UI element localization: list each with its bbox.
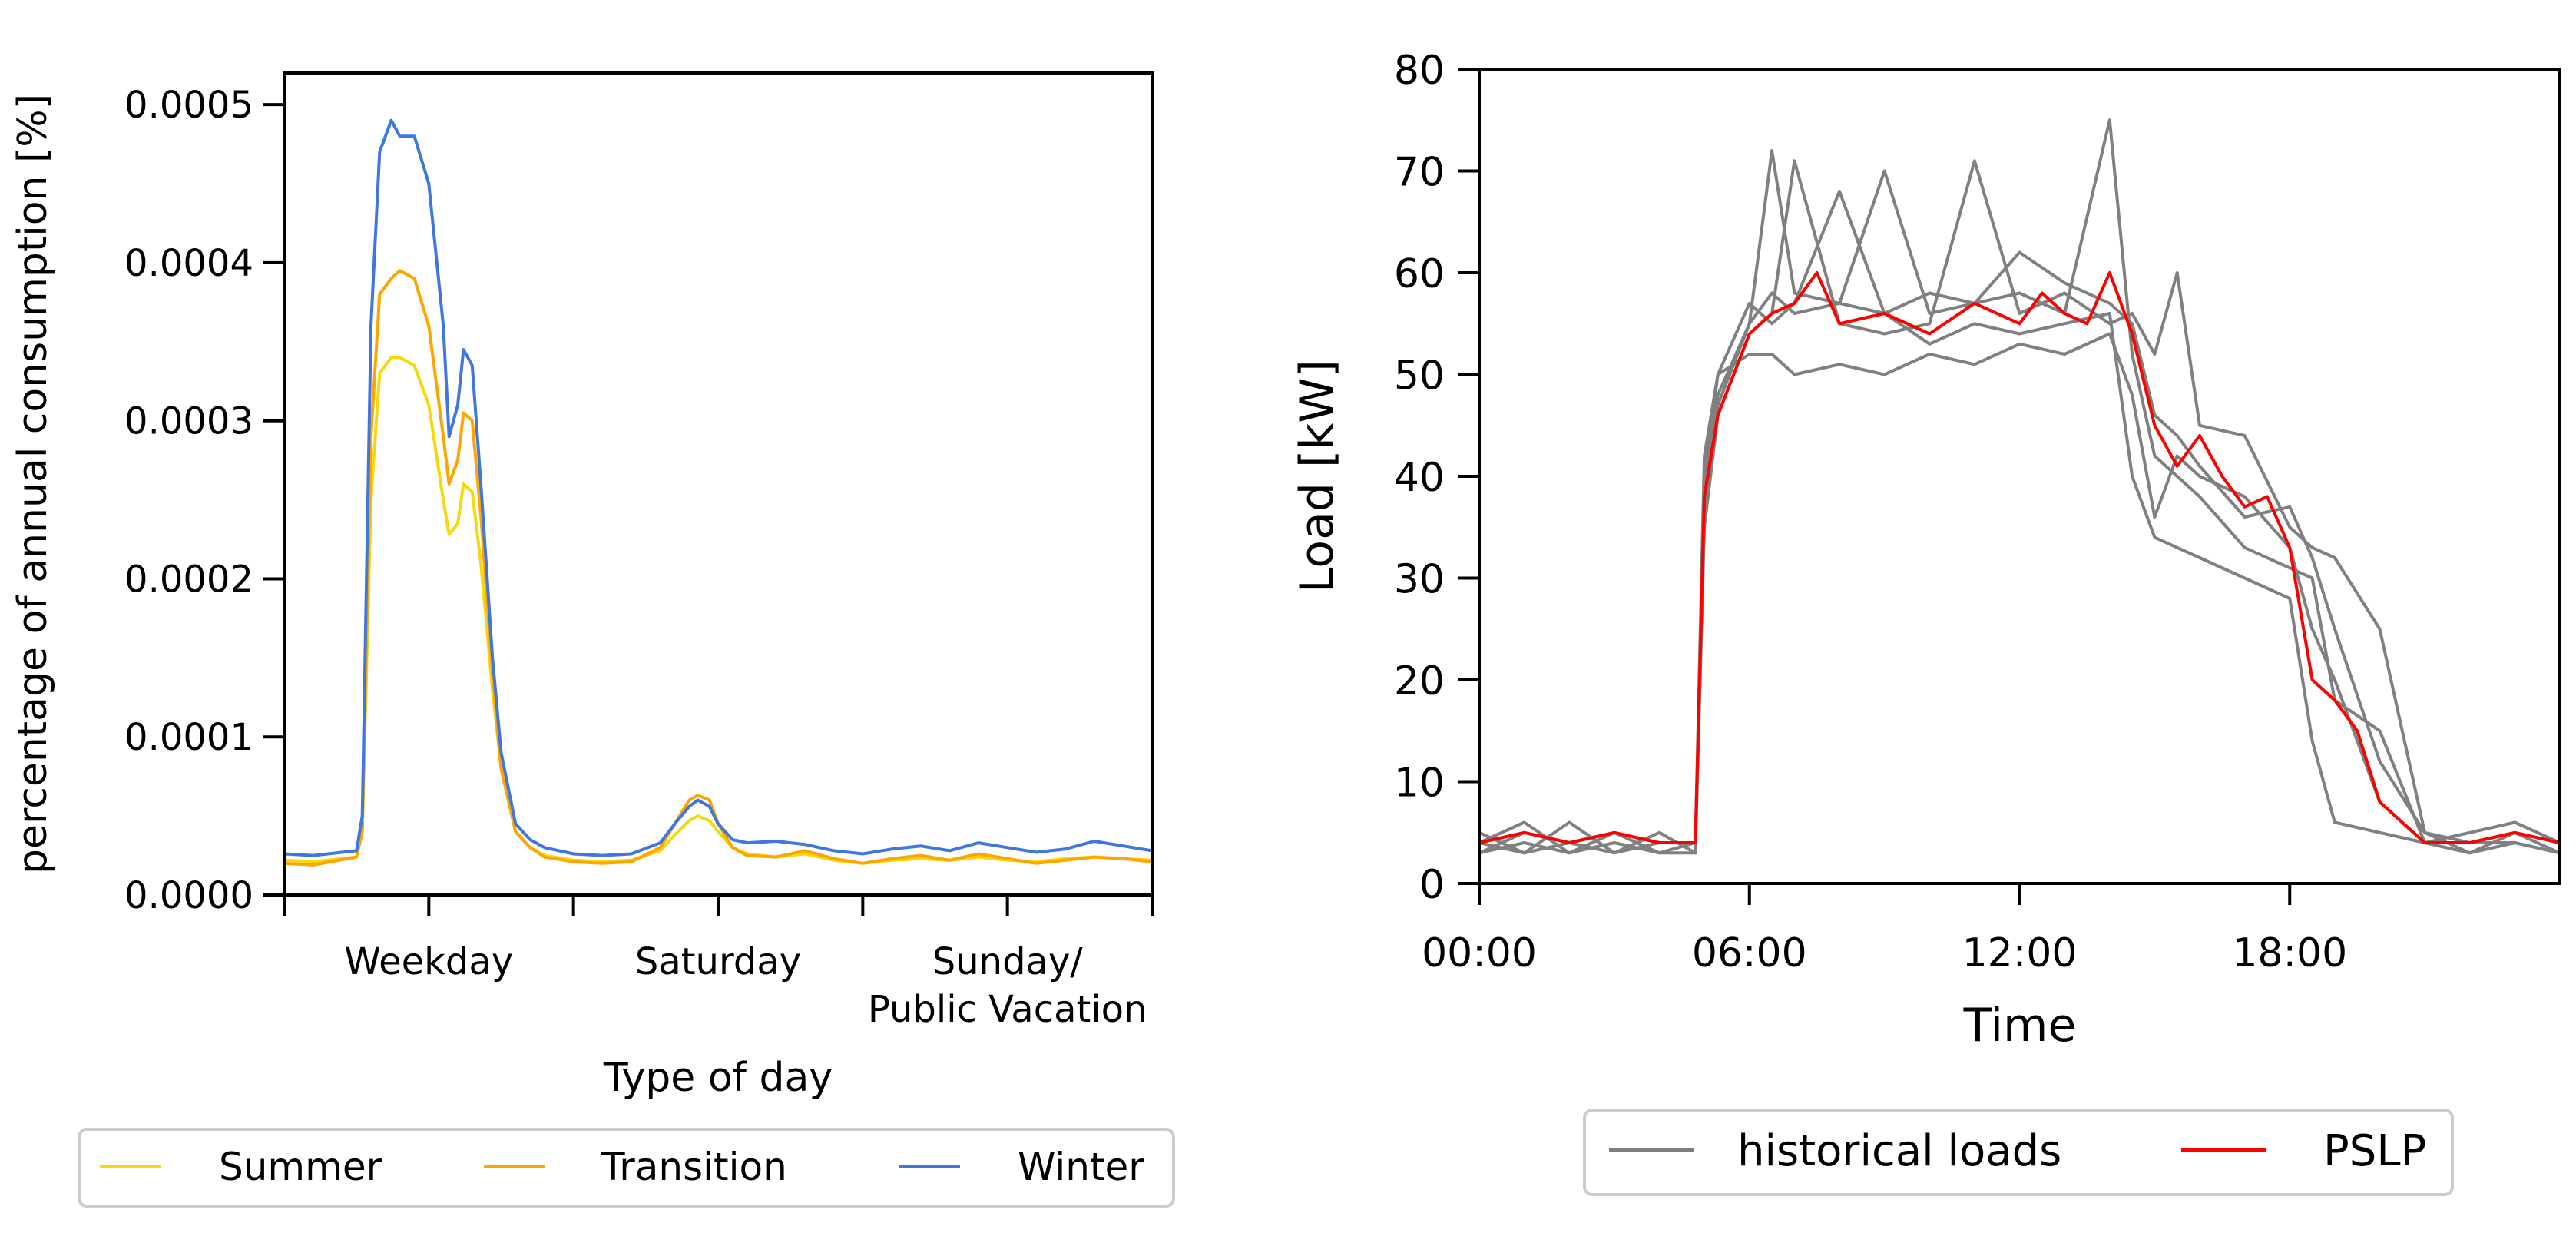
right-x-ticks: 00:00 06:00 12:00 18:00 bbox=[1422, 883, 2347, 976]
legend-label-historical-loads: historical loads bbox=[1737, 1126, 2061, 1176]
right-y-axis-label: Load [kW] bbox=[1290, 360, 1344, 593]
right-y-ticks: 0 10 20 30 40 50 60 70 80 bbox=[1394, 48, 1479, 908]
right-y-tick-label: 60 bbox=[1394, 251, 1445, 297]
left-y-axis-label: percentage of annual consumption [%] bbox=[10, 94, 56, 874]
right-legend-box bbox=[1583, 1109, 2454, 1196]
series-line-historical-load-2 bbox=[1478, 190, 2561, 855]
right-y-tick-label: 70 bbox=[1394, 150, 1445, 196]
left-category-label: Weekday bbox=[344, 940, 513, 983]
series-line-historical-load-0 bbox=[1478, 118, 2561, 855]
left-y-ticks: 0.0000 0.0001 0.0002 0.0003 0.0004 0.0005 bbox=[124, 84, 284, 917]
series-line-pslp bbox=[1478, 271, 2561, 844]
left-x-axis-label: Type of day bbox=[603, 1055, 833, 1101]
series-line-transition bbox=[283, 269, 1153, 867]
legend-label-transition: Transition bbox=[601, 1145, 787, 1189]
left-category-label: Public Vacation bbox=[868, 988, 1147, 1031]
left-plot-frame bbox=[283, 71, 1154, 897]
right-chart: 00:00 06:00 12:00 18:00 0 10 20 30 40 50 60 70 80 T… bbox=[1290, 48, 2561, 1196]
series-line-winter bbox=[283, 118, 1153, 857]
right-y-tick-label: 10 bbox=[1394, 761, 1445, 807]
series-line-summer bbox=[283, 356, 1153, 865]
series-line-historical-load-4 bbox=[1478, 169, 2561, 855]
left-y-tick-label: 0.0000 bbox=[124, 874, 253, 917]
right-series-group bbox=[1478, 118, 2561, 855]
legend-label-winter: Winter bbox=[1018, 1145, 1144, 1189]
series-line-historical-load-1 bbox=[1478, 159, 2561, 855]
right-y-tick-label: 80 bbox=[1394, 48, 1445, 94]
right-y-tick-label: 40 bbox=[1394, 455, 1445, 501]
left-y-tick-label: 0.0002 bbox=[124, 558, 253, 601]
left-chart: 0.0000 0.0001 0.0002 0.0003 0.0004 0.0005 Wee… bbox=[10, 71, 1175, 1208]
left-y-tick-label: 0.0003 bbox=[124, 400, 253, 443]
left-category-label: Saturday bbox=[635, 940, 801, 983]
right-plot-frame bbox=[1478, 68, 2561, 885]
left-y-tick-label: 0.0005 bbox=[124, 84, 253, 127]
left-category-label: Sunday/ bbox=[932, 940, 1084, 983]
left-series-group bbox=[283, 118, 1153, 867]
right-y-tick-label: 50 bbox=[1394, 353, 1445, 399]
legend-label-pslp: PSLP bbox=[2323, 1126, 2426, 1176]
right-x-tick-label: 12:00 bbox=[1962, 930, 2078, 976]
left-legend: Summer Transition Winter bbox=[78, 1128, 1175, 1208]
right-legend: historical loads PSLP bbox=[1583, 1109, 2454, 1196]
right-x-axis-label: Time bbox=[1963, 999, 2077, 1052]
right-y-tick-label: 30 bbox=[1394, 557, 1445, 603]
right-x-tick-label: 06:00 bbox=[1692, 930, 1807, 976]
left-y-tick-label: 0.0001 bbox=[124, 716, 253, 759]
left-y-tick-label: 0.0004 bbox=[124, 242, 253, 285]
legend-label-summer: Summer bbox=[219, 1145, 382, 1189]
left-category-labels: Weekday Saturday Sunday/Public Vacation bbox=[344, 940, 1147, 1031]
right-y-tick-label: 20 bbox=[1394, 658, 1445, 704]
right-x-tick-label: 18:00 bbox=[2232, 930, 2347, 976]
left-x-ticks bbox=[283, 895, 1154, 916]
right-x-tick-label: 00:00 bbox=[1422, 930, 1537, 976]
right-y-tick-label: 0 bbox=[1419, 862, 1445, 908]
left-legend-box bbox=[78, 1128, 1175, 1208]
